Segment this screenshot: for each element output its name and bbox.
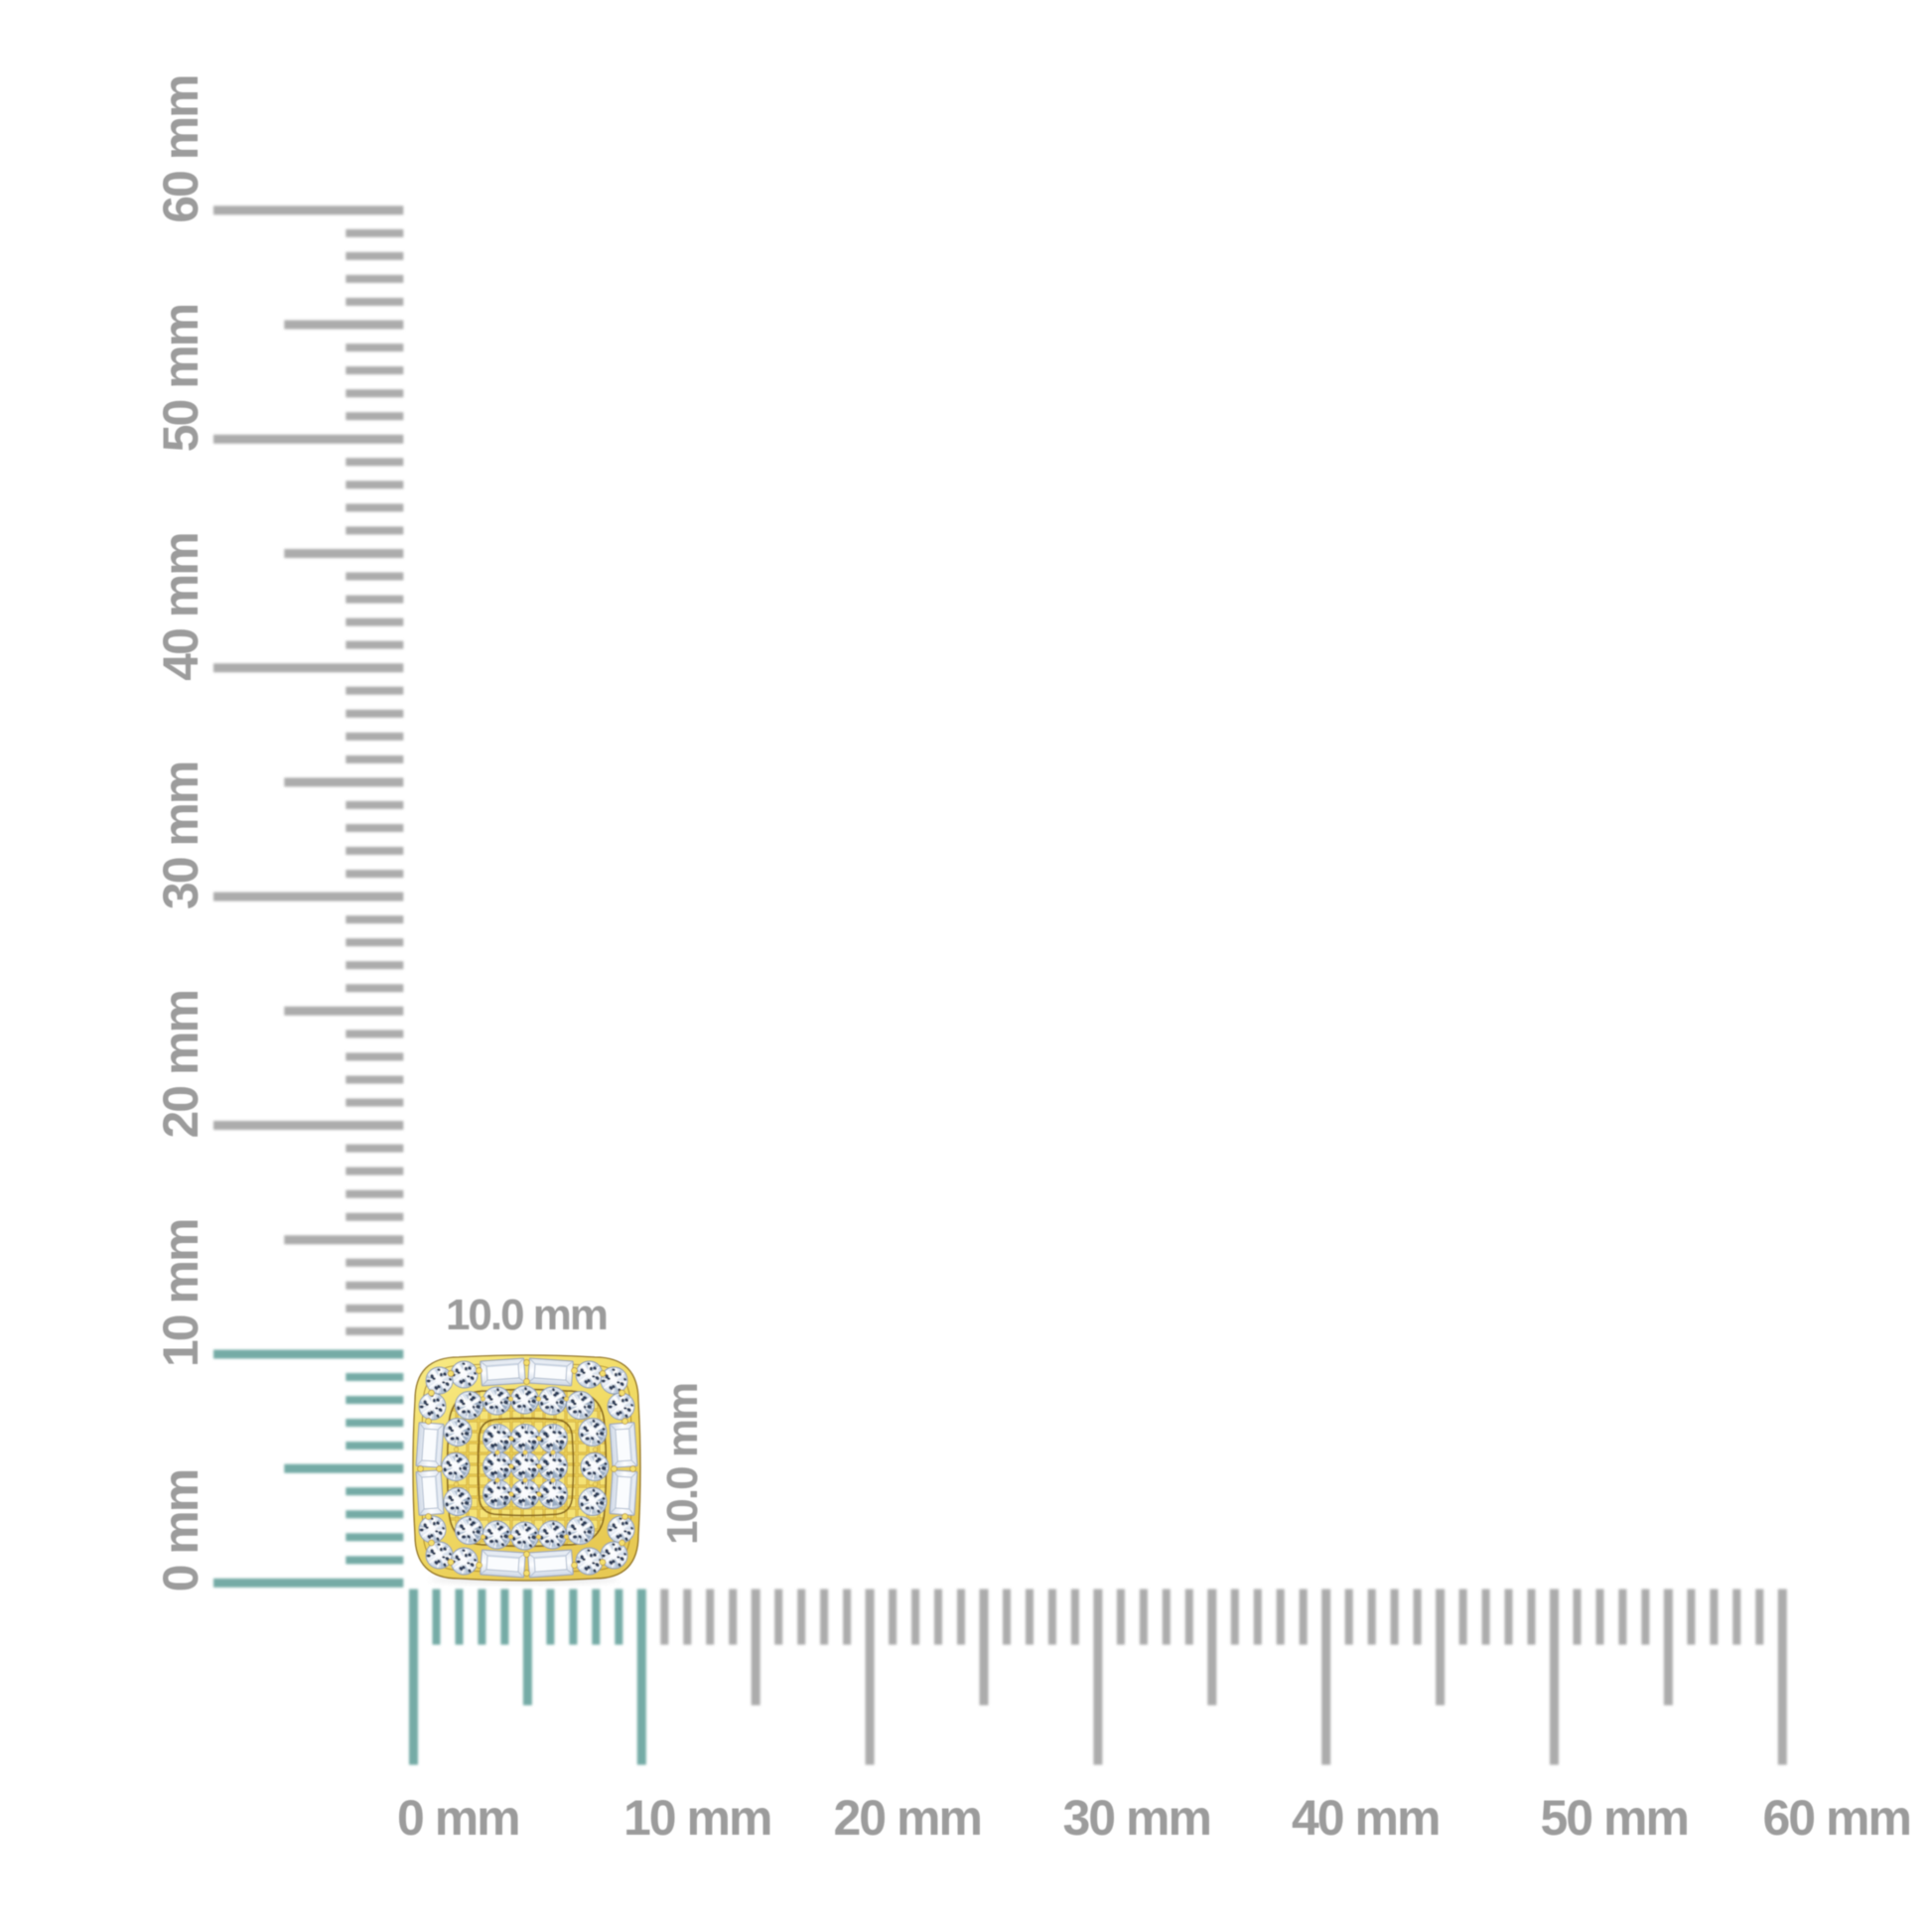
svg-text:10.0 mm: 10.0 mm <box>658 1384 707 1545</box>
svg-text:0 mm: 0 mm <box>397 1790 519 1846</box>
svg-text:0 mm: 0 mm <box>153 1470 208 1592</box>
svg-text:10 mm: 10 mm <box>623 1790 770 1846</box>
svg-text:40 mm: 40 mm <box>1292 1790 1439 1846</box>
svg-text:20 mm: 20 mm <box>834 1790 981 1846</box>
svg-text:50 mm: 50 mm <box>153 305 208 452</box>
svg-text:10.0 mm: 10.0 mm <box>446 1291 607 1339</box>
svg-text:50 mm: 50 mm <box>1541 1790 1688 1846</box>
svg-text:40 mm: 40 mm <box>153 533 208 680</box>
svg-text:30 mm: 30 mm <box>1063 1790 1210 1846</box>
svg-text:60 mm: 60 mm <box>153 75 208 222</box>
svg-text:60 mm: 60 mm <box>1763 1790 1910 1846</box>
svg-text:20 mm: 20 mm <box>153 991 208 1138</box>
svg-text:10 mm: 10 mm <box>153 1220 208 1367</box>
svg-text:30 mm: 30 mm <box>153 762 208 909</box>
